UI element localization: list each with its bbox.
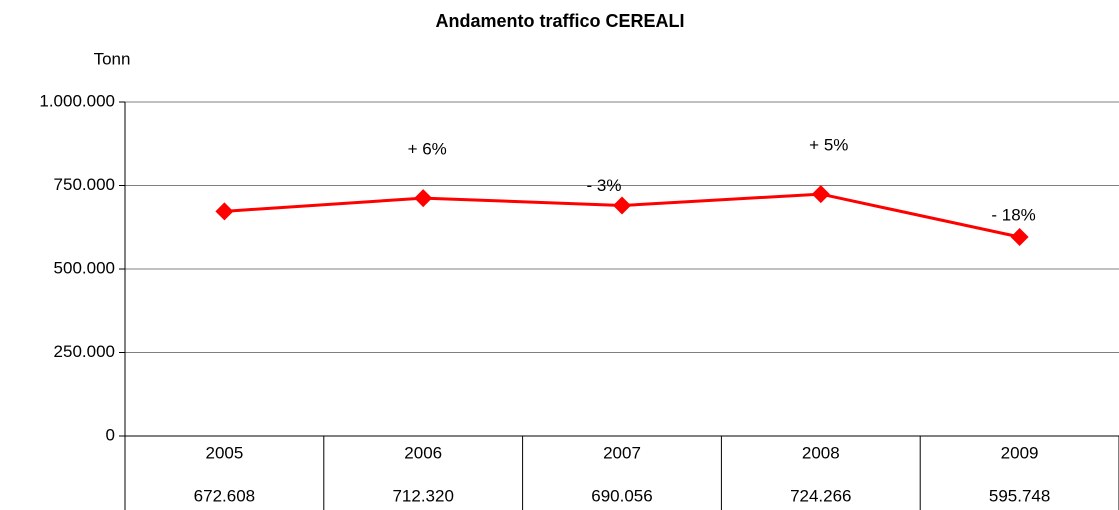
marker (215, 202, 234, 221)
y-tick-label: 750.000 (54, 175, 115, 194)
change-label: + 6% (408, 140, 447, 159)
marker (613, 196, 631, 215)
y-tick-label: 0 (106, 425, 115, 444)
change-label: + 5% (809, 136, 848, 155)
y-tick-label: 250.000 (54, 342, 115, 361)
table-value: 712.320 (392, 486, 453, 505)
y-axis-label: Tonn (94, 49, 131, 68)
marker (811, 185, 830, 204)
change-label: - 3% (587, 176, 622, 195)
x-tick-label: 2009 (1001, 443, 1039, 462)
y-tick-label: 500.000 (54, 258, 115, 277)
marker (1010, 228, 1029, 247)
table-value: 672.608 (194, 486, 255, 505)
table-value: 724.266 (790, 486, 851, 505)
x-tick-label: 2005 (205, 443, 243, 462)
x-tick-label: 2007 (603, 443, 641, 462)
x-tick-label: 2006 (404, 443, 442, 462)
change-label: - 18% (991, 206, 1035, 225)
chart-title: Andamento traffico CEREALI (435, 11, 684, 31)
y-tick-label: 1.000.000 (39, 91, 115, 110)
table-value: 690.056 (591, 486, 652, 505)
marker (414, 189, 433, 208)
x-tick-label: 2008 (802, 443, 840, 462)
table-value: 595.748 (989, 486, 1050, 505)
